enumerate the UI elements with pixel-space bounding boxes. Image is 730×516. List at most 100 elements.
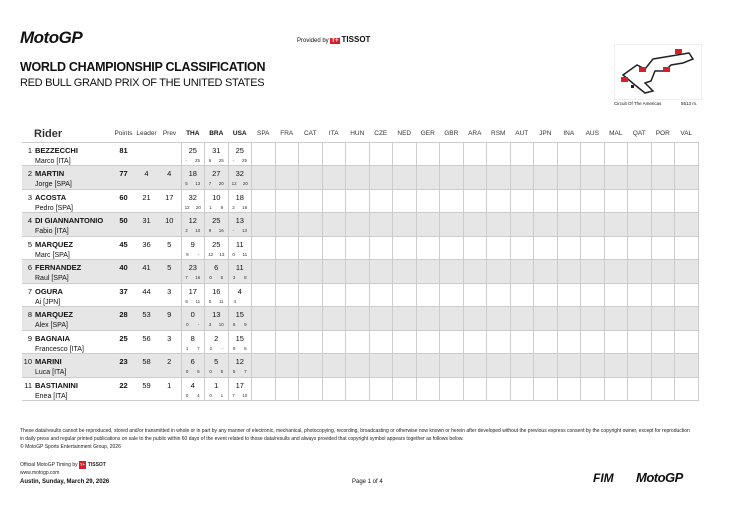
location-date: Austin, Sunday, March 29, 2026 (20, 479, 110, 485)
race-result-fra (274, 142, 299, 166)
race-points: 9 (190, 239, 195, 249)
points: 22 (112, 377, 135, 401)
sprint-points: 1 (185, 345, 189, 351)
race-result-fra (274, 353, 299, 378)
table-row: 4 DI GIANNANTONIO Fabio [ITA] 50 31 10 12 2 10 25… (22, 212, 699, 237)
race-result-ita (321, 142, 346, 166)
race-result-gbr (439, 283, 463, 307)
race-points: 15 (235, 310, 244, 319)
classification-table: Rider Points Leader Prev THA BRA USA SPA FRA… (22, 126, 699, 401)
race-result-rsm (486, 259, 510, 284)
col-race-jpn: JPN (533, 126, 557, 143)
race-result-jpn (533, 283, 557, 307)
race-result-gbr (439, 377, 463, 401)
race-result-tha: 12 2 10 (180, 212, 205, 237)
race-result-jpn (533, 330, 557, 354)
race-result-aus (580, 189, 604, 213)
race-result-gbr (439, 189, 463, 213)
position: 11 (24, 380, 32, 390)
race-result-qat (627, 283, 651, 307)
race-result-por (650, 142, 675, 166)
race-points: 8 (190, 333, 195, 343)
sprint-points: 12 (208, 251, 214, 257)
race-points: 11 (235, 239, 244, 249)
gap-leader: 44 (135, 283, 158, 307)
race-result-gbr (439, 306, 463, 331)
race-result-ara (462, 377, 487, 401)
race-points: 1 (214, 380, 219, 390)
col-prev: Prev (158, 126, 181, 143)
race-result-bra: 13 3 10 (204, 306, 228, 331)
race-result-val (674, 259, 699, 284)
race-points: 32 (188, 192, 197, 202)
gap-leader: 59 (135, 377, 158, 401)
gap-prev: 10 (158, 212, 181, 237)
race-points-main: 9 (220, 204, 224, 210)
sprint-points: 6 (185, 298, 188, 304)
race-result-ara (462, 259, 487, 284)
race-points: 5 (214, 357, 219, 366)
race-result-ina (556, 142, 581, 166)
sprint-points: - (232, 157, 234, 163)
race-result-jpn (533, 165, 557, 190)
race-result-ger (415, 189, 440, 213)
race-result-cze (368, 236, 393, 260)
race-result-qat (627, 259, 651, 284)
points: 50 (112, 212, 135, 237)
race-result-gbr (439, 259, 463, 284)
race-result-hun (345, 259, 369, 284)
race-result-ita (321, 189, 346, 213)
website-link[interactable]: www.motogp.com (20, 470, 60, 476)
race-result-ger (415, 353, 440, 378)
race-result-ned (392, 283, 416, 307)
race-result-jpn (533, 259, 557, 284)
track-layout-icon (621, 49, 695, 94)
race-result-rsm (486, 353, 510, 378)
rider-surname: MARTIN (35, 169, 65, 178)
gap-prev: 1 (158, 377, 181, 401)
rider-surname: MARQUEZ (35, 310, 73, 319)
rider-surname: BEZZECCHI (35, 145, 78, 155)
rider-cell: 11 BASTIANINI Enea [ITA] (22, 377, 112, 401)
rider-cell: 1 BEZZECCHI Marco [ITA] (22, 142, 112, 166)
race-result-ned (392, 353, 416, 378)
race-result-aut (509, 189, 534, 213)
rider-firstname-nation: Jorge [SPA] (35, 181, 72, 188)
race-result-usa: 15 6 9 (227, 306, 252, 331)
race-result-mal (603, 165, 628, 190)
race-result-qat (627, 353, 651, 378)
race-result-ita (321, 212, 346, 237)
rider-firstname-nation: Pedro [SPA] (35, 204, 74, 212)
race-points-main: 10 (218, 322, 224, 327)
race-points: 16 (212, 286, 221, 296)
col-race-hun: HUN (345, 126, 369, 143)
race-result-ara (462, 236, 487, 260)
points: 28 (112, 306, 135, 331)
copyright: © MotoGP Sports Entertainment Group, 202… (20, 444, 121, 450)
race-result-qat (627, 377, 651, 401)
fim-logo: FIM (593, 471, 614, 485)
race-result-mal (603, 283, 628, 307)
race-result-cze (368, 142, 393, 166)
race-result-ina (556, 377, 581, 401)
race-points: 12 (235, 357, 244, 366)
race-points: 23 (188, 263, 197, 272)
race-result-ina (556, 306, 581, 331)
race-result-usa: 13-13 (227, 212, 252, 237)
race-points-main: - (197, 322, 200, 327)
race-points: 18 (188, 169, 197, 178)
race-result-usa: 18 2 16 (227, 189, 252, 213)
race-result-por (650, 189, 675, 213)
race-points-main: 1 (220, 392, 224, 398)
rider-surname: FERNANDEZ (35, 263, 82, 272)
sprint-points: 2 (185, 228, 188, 233)
race-result-gbr (439, 142, 463, 166)
race-points-main: 20 (195, 204, 201, 210)
points: 23 (112, 353, 135, 378)
race-result-fra (274, 330, 299, 354)
race-points-main: 4 (197, 392, 200, 398)
race-result-cat (298, 236, 322, 260)
race-result-tha: 23 7 16 (180, 259, 205, 284)
